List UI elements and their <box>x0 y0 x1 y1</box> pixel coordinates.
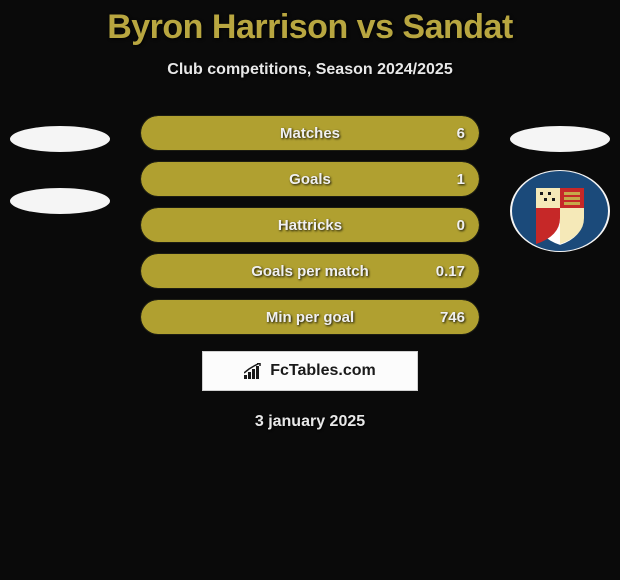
stat-bar: Goals 1 <box>140 161 480 197</box>
stat-bar: Hattricks 0 <box>140 207 480 243</box>
stat-label: Goals <box>289 171 331 188</box>
brand-badge: FcTables.com <box>202 351 418 391</box>
stats-column: Matches 6 Goals 1 Hattricks 0 Goals per match 0… <box>140 115 480 335</box>
generation-date: 3 january 2025 <box>255 413 365 431</box>
stat-value: 0 <box>457 217 465 234</box>
subtitle: Club competitions, Season 2024/2025 <box>167 61 452 79</box>
stat-label: Hattricks <box>278 217 342 234</box>
stat-bar: Min per goal 746 <box>140 299 480 335</box>
stat-value: 6 <box>457 125 465 142</box>
stat-bar: Matches 6 <box>140 115 480 151</box>
brand-text: FcTables.com <box>270 362 376 380</box>
stat-bar: Goals per match 0.17 <box>140 253 480 289</box>
stat-value: 0.17 <box>436 263 465 280</box>
page-title: Byron Harrison vs Sandat <box>107 8 513 47</box>
brand-chart-icon <box>244 363 264 379</box>
stat-value: 746 <box>440 309 465 326</box>
stat-value: 1 <box>457 171 465 188</box>
stat-label: Goals per match <box>251 263 369 280</box>
stat-label: Min per goal <box>266 309 354 326</box>
stat-label: Matches <box>280 125 340 142</box>
